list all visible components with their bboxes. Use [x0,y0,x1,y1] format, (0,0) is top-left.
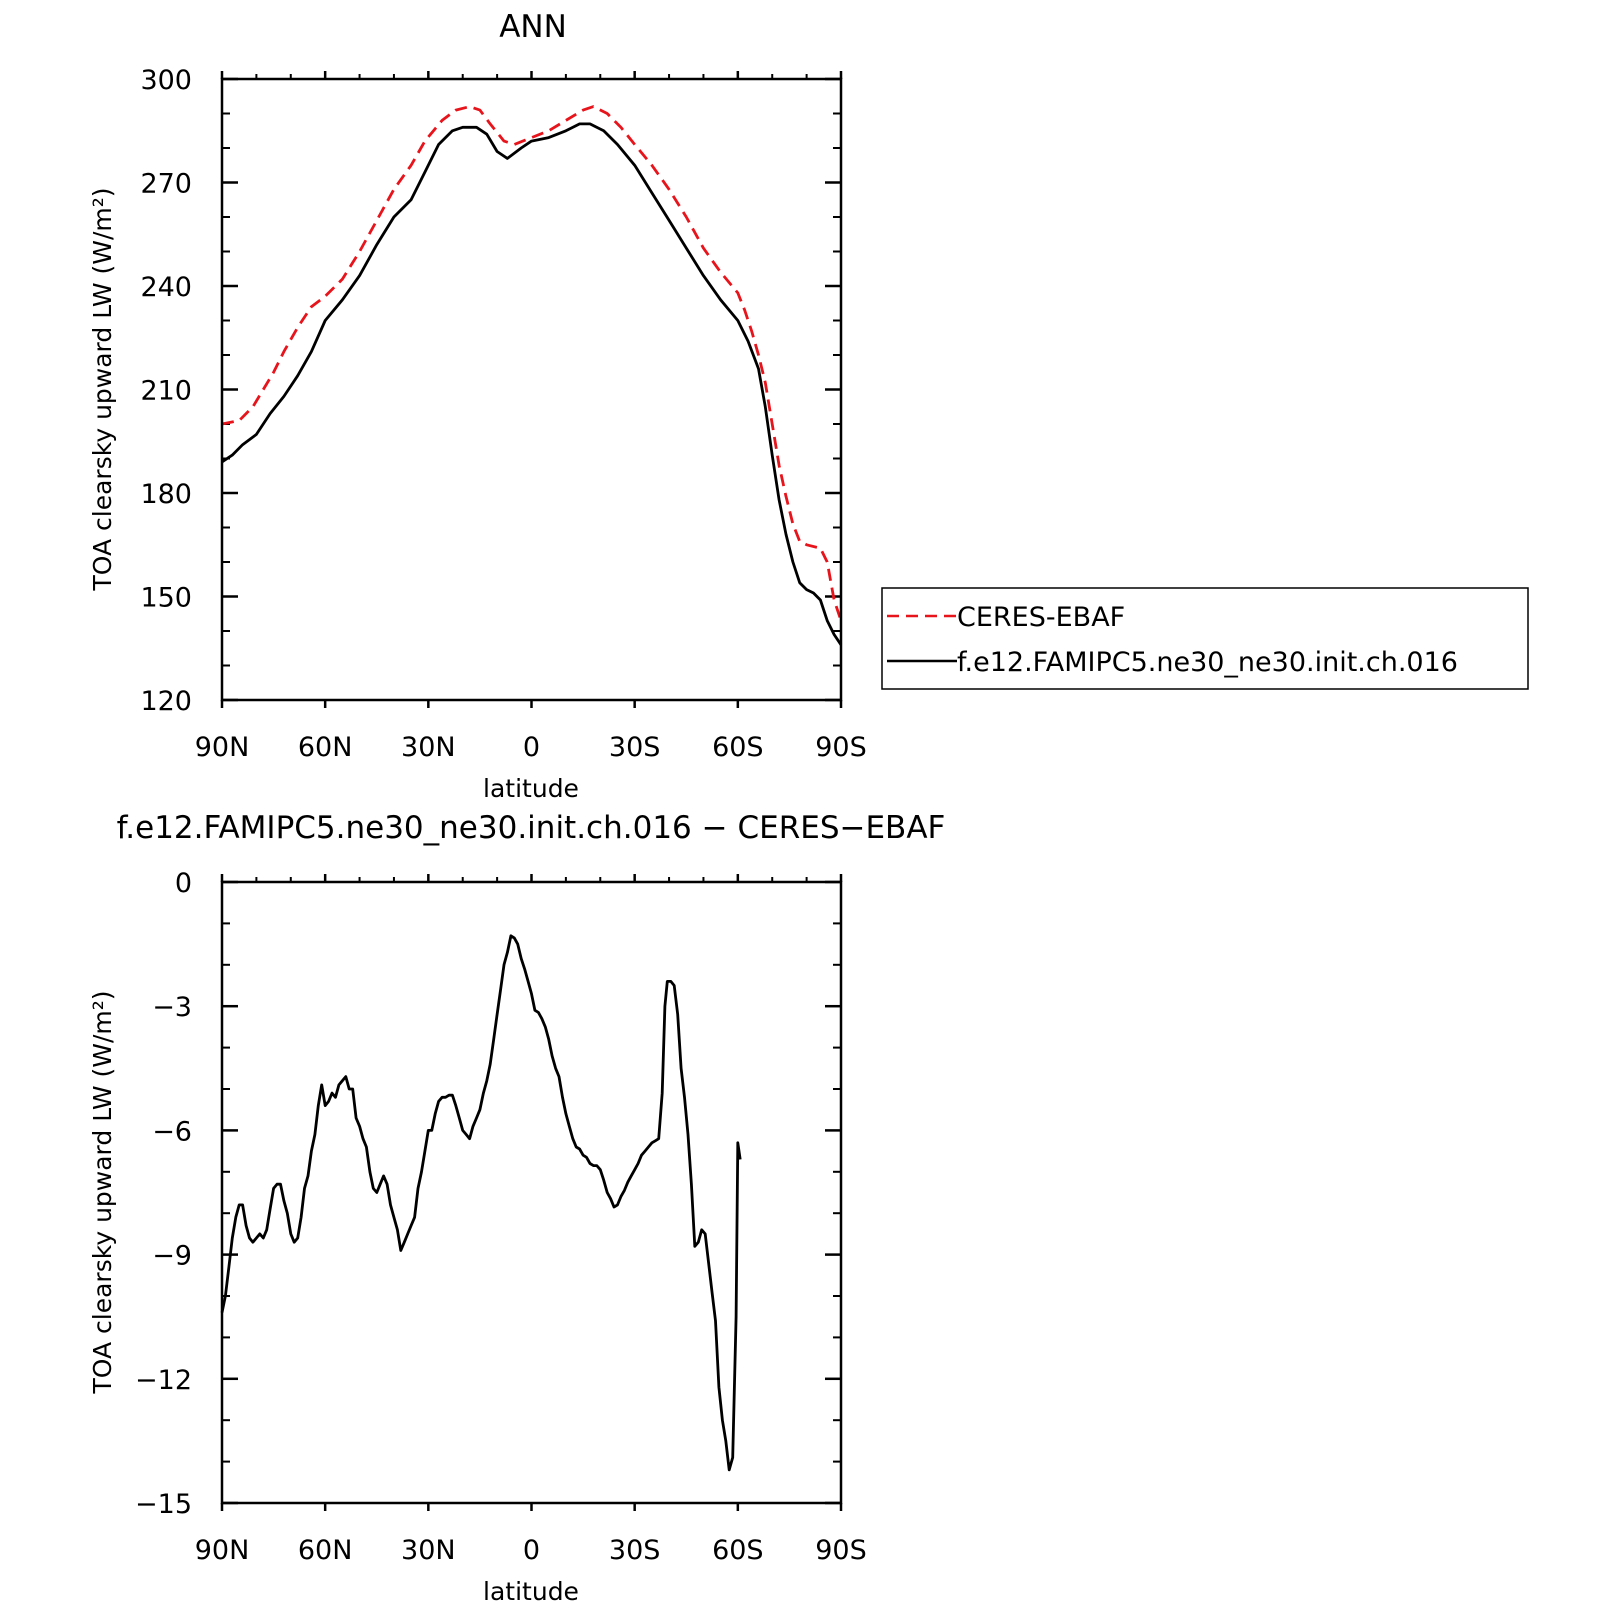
y-tick-label: 300 [140,65,192,96]
legend-label-ceres: CERES-EBAF [957,602,1125,633]
series-line-0 [220,934,742,1472]
mean-panel: ANN 300 270 240 210 180 150 120 90N 60N 30N 0 30S 6… [88,9,867,803]
y-axis-ticks: 0 −3 −6 −9 −12 −15 [135,868,841,1520]
y-tick-label: 240 [140,272,192,303]
plot-frame [220,77,843,702]
y-tick-label: −3 [152,992,192,1023]
y-axis-label: TOA clearsky upward LW (W/m²) [88,990,117,1394]
x-axis-label: latitude [483,1577,579,1602]
y-tick-label: 120 [140,686,192,717]
y-tick-label: 150 [140,583,192,614]
x-axis-label: latitude [483,774,579,803]
series-lines [221,105,843,646]
y-tick-label: −12 [135,1365,192,1396]
plot-frame [220,880,843,1505]
y-axis-label: TOA clearsky upward LW (W/m²) [88,187,117,591]
series-lines [220,934,742,1472]
y-tick-label: −15 [135,1489,192,1520]
series-line-1 [221,122,843,646]
x-tick-label: 90N [195,1535,250,1566]
difference-panel-title: f.e12.FAMIPC5.ne30_ne30.init.ch.016 − CE… [117,810,946,846]
x-axis-ticks: 90N 60N 30N 0 30S 60S 90S [195,874,867,1566]
x-tick-label: 0 [523,1535,540,1566]
x-tick-label: 90N [195,732,250,763]
x-tick-label: 90S [815,732,867,763]
y-tick-label: 180 [140,479,192,510]
y-tick-label: −6 [152,1116,192,1147]
legend: CERES-EBAF f.e12.FAMIPC5.ne30_ne30.init.… [881,587,1529,690]
x-tick-label: 30N [401,732,456,763]
difference-panel: f.e12.FAMIPC5.ne30_ne30.init.ch.016 − CE… [88,810,945,1602]
x-tick-label: 60S [712,1535,764,1566]
x-tick-label: 0 [523,732,540,763]
y-tick-label: 0 [175,868,192,899]
legend-label-model: f.e12.FAMIPC5.ne30_ne30.init.ch.016 [957,647,1458,678]
x-tick-label: 30S [609,732,661,763]
x-tick-label: 30N [401,1535,456,1566]
x-tick-label: 60N [298,732,353,763]
y-tick-label: 270 [140,169,192,200]
x-axis-ticks: 90N 60N 30N 0 30S 60S 90S [195,71,867,763]
x-tick-label: 30S [609,1535,661,1566]
x-tick-label: 60S [712,732,764,763]
y-axis-ticks: 300 270 240 210 180 150 120 [140,65,841,717]
y-tick-label: −9 [152,1241,192,1272]
x-tick-label: 60N [298,1535,353,1566]
x-tick-label: 90S [815,1535,867,1566]
y-tick-label: 210 [140,376,192,407]
series-line-0 [221,105,843,622]
mean-panel-title: ANN [499,9,567,45]
legend-box [881,587,1529,690]
